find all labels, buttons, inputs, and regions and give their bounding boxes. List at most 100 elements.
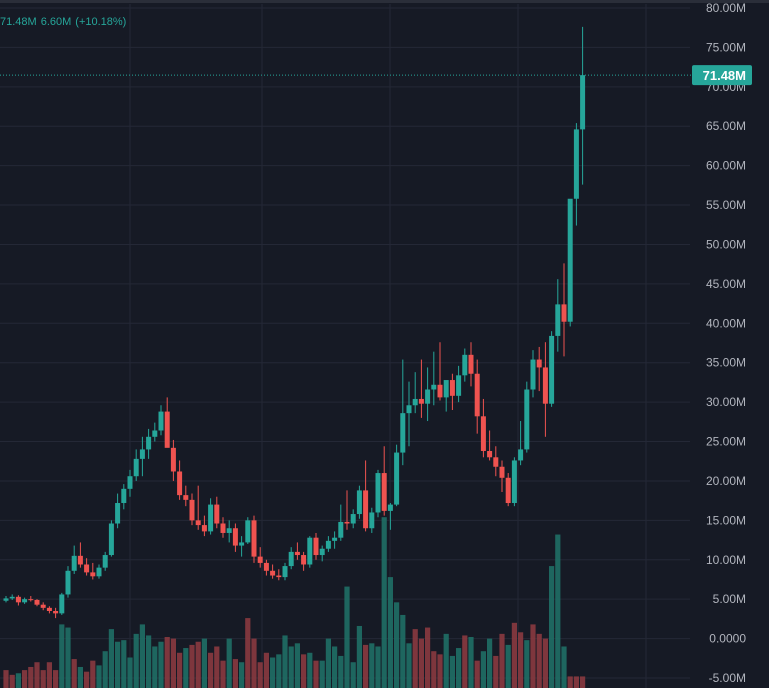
candle-body (344, 521, 350, 524)
volume-bar (133, 633, 139, 688)
volume-bar (127, 657, 133, 688)
volume-bar (102, 651, 108, 688)
volume-bar (208, 652, 214, 688)
y-tick-label: 45.00M (706, 277, 746, 291)
volume-bar (183, 648, 189, 688)
volume-bar (307, 652, 313, 688)
candle-body (257, 556, 263, 563)
candle-body (133, 458, 139, 477)
volume-bar (282, 635, 288, 688)
y-tick-label: 65.00M (706, 119, 746, 133)
y-tick-label: 5.00M (713, 592, 746, 606)
volume-bar (226, 638, 232, 688)
candle-body (22, 599, 28, 603)
candle-body (573, 129, 579, 199)
volume-bar (276, 654, 282, 688)
candle-body (499, 466, 505, 478)
volume-bar (443, 633, 449, 688)
volume-bar (573, 676, 579, 688)
candle-body (332, 537, 338, 541)
volume-bar (412, 629, 418, 688)
candle-body (387, 504, 393, 511)
volume-bar (15, 673, 21, 688)
y-tick-label: 15.00M (706, 513, 746, 527)
volume-bar (270, 657, 276, 688)
candle-body (511, 460, 517, 504)
volume-bar (437, 654, 443, 688)
volume-bar (65, 627, 71, 688)
volume-bar (332, 646, 338, 688)
volume-bar (77, 666, 83, 688)
volume-bar (251, 638, 257, 688)
y-tick-label: 30.00M (706, 395, 746, 409)
volume-bar (59, 624, 65, 688)
candle-body (555, 304, 561, 336)
volume-bar (195, 641, 201, 688)
volume-bar (511, 622, 517, 688)
candle-body (425, 389, 431, 404)
candle-body (28, 599, 34, 601)
candle-body (480, 416, 486, 451)
volume-bar (22, 670, 28, 688)
volume-bar (139, 624, 145, 688)
candle-body (263, 562, 269, 571)
candle-body (412, 398, 418, 406)
last-price-label: 71.48M (703, 68, 746, 83)
candle-body (59, 594, 65, 614)
candle-body (232, 528, 238, 546)
candle-body (152, 430, 158, 437)
candle-body (115, 503, 121, 524)
volume-bar (567, 676, 573, 688)
volume-bar (549, 566, 555, 688)
volume-bar (146, 635, 152, 688)
volume-bar (301, 654, 307, 688)
legend-change-pct: (+10.18%) (75, 16, 127, 28)
candle-body (406, 405, 412, 414)
last-price-label-bg (692, 65, 752, 86)
volume-bar (288, 646, 294, 688)
candle-body (220, 523, 226, 533)
candle-body (536, 359, 542, 368)
candle-body (487, 450, 493, 458)
volume-bar (257, 662, 263, 688)
legend-change: 6.60M (40, 16, 72, 28)
candle-body (201, 525, 207, 532)
candle-body (518, 449, 524, 461)
volume-bar (294, 643, 300, 688)
volume-bar (530, 624, 536, 688)
y-tick-label: 25.00M (706, 435, 746, 449)
y-tick-label: 35.00M (706, 356, 746, 370)
volume-bar (425, 627, 431, 688)
volume-bar (561, 646, 567, 688)
candle-body (319, 548, 325, 556)
candle-body (524, 389, 530, 450)
volume-bar (3, 670, 9, 688)
volume-bar (319, 660, 325, 688)
volume-bar (387, 577, 393, 688)
volume-bar (313, 660, 319, 688)
candle-body (34, 599, 40, 605)
volume-bar (40, 670, 46, 688)
candle-body (121, 488, 127, 504)
candle-body (418, 398, 424, 404)
candle-body (127, 476, 133, 489)
candle-body (474, 373, 480, 417)
candle-body (3, 598, 9, 601)
candle-body (456, 375, 462, 396)
candle-body (375, 473, 381, 513)
volume-bar (431, 651, 437, 688)
candle-body (462, 354, 468, 376)
volume-bar (263, 652, 269, 688)
volume-bar (394, 602, 400, 688)
volume-bar (400, 614, 406, 688)
volume-bar (9, 674, 15, 688)
candle-body (282, 566, 288, 578)
volume-bar (232, 659, 238, 688)
y-tick-label: 40.00M (706, 316, 746, 330)
volume-bar (462, 635, 468, 688)
volume-bar (189, 644, 195, 688)
volume-bar (536, 633, 542, 688)
volume-bar (350, 662, 356, 688)
candle-body (71, 555, 77, 571)
